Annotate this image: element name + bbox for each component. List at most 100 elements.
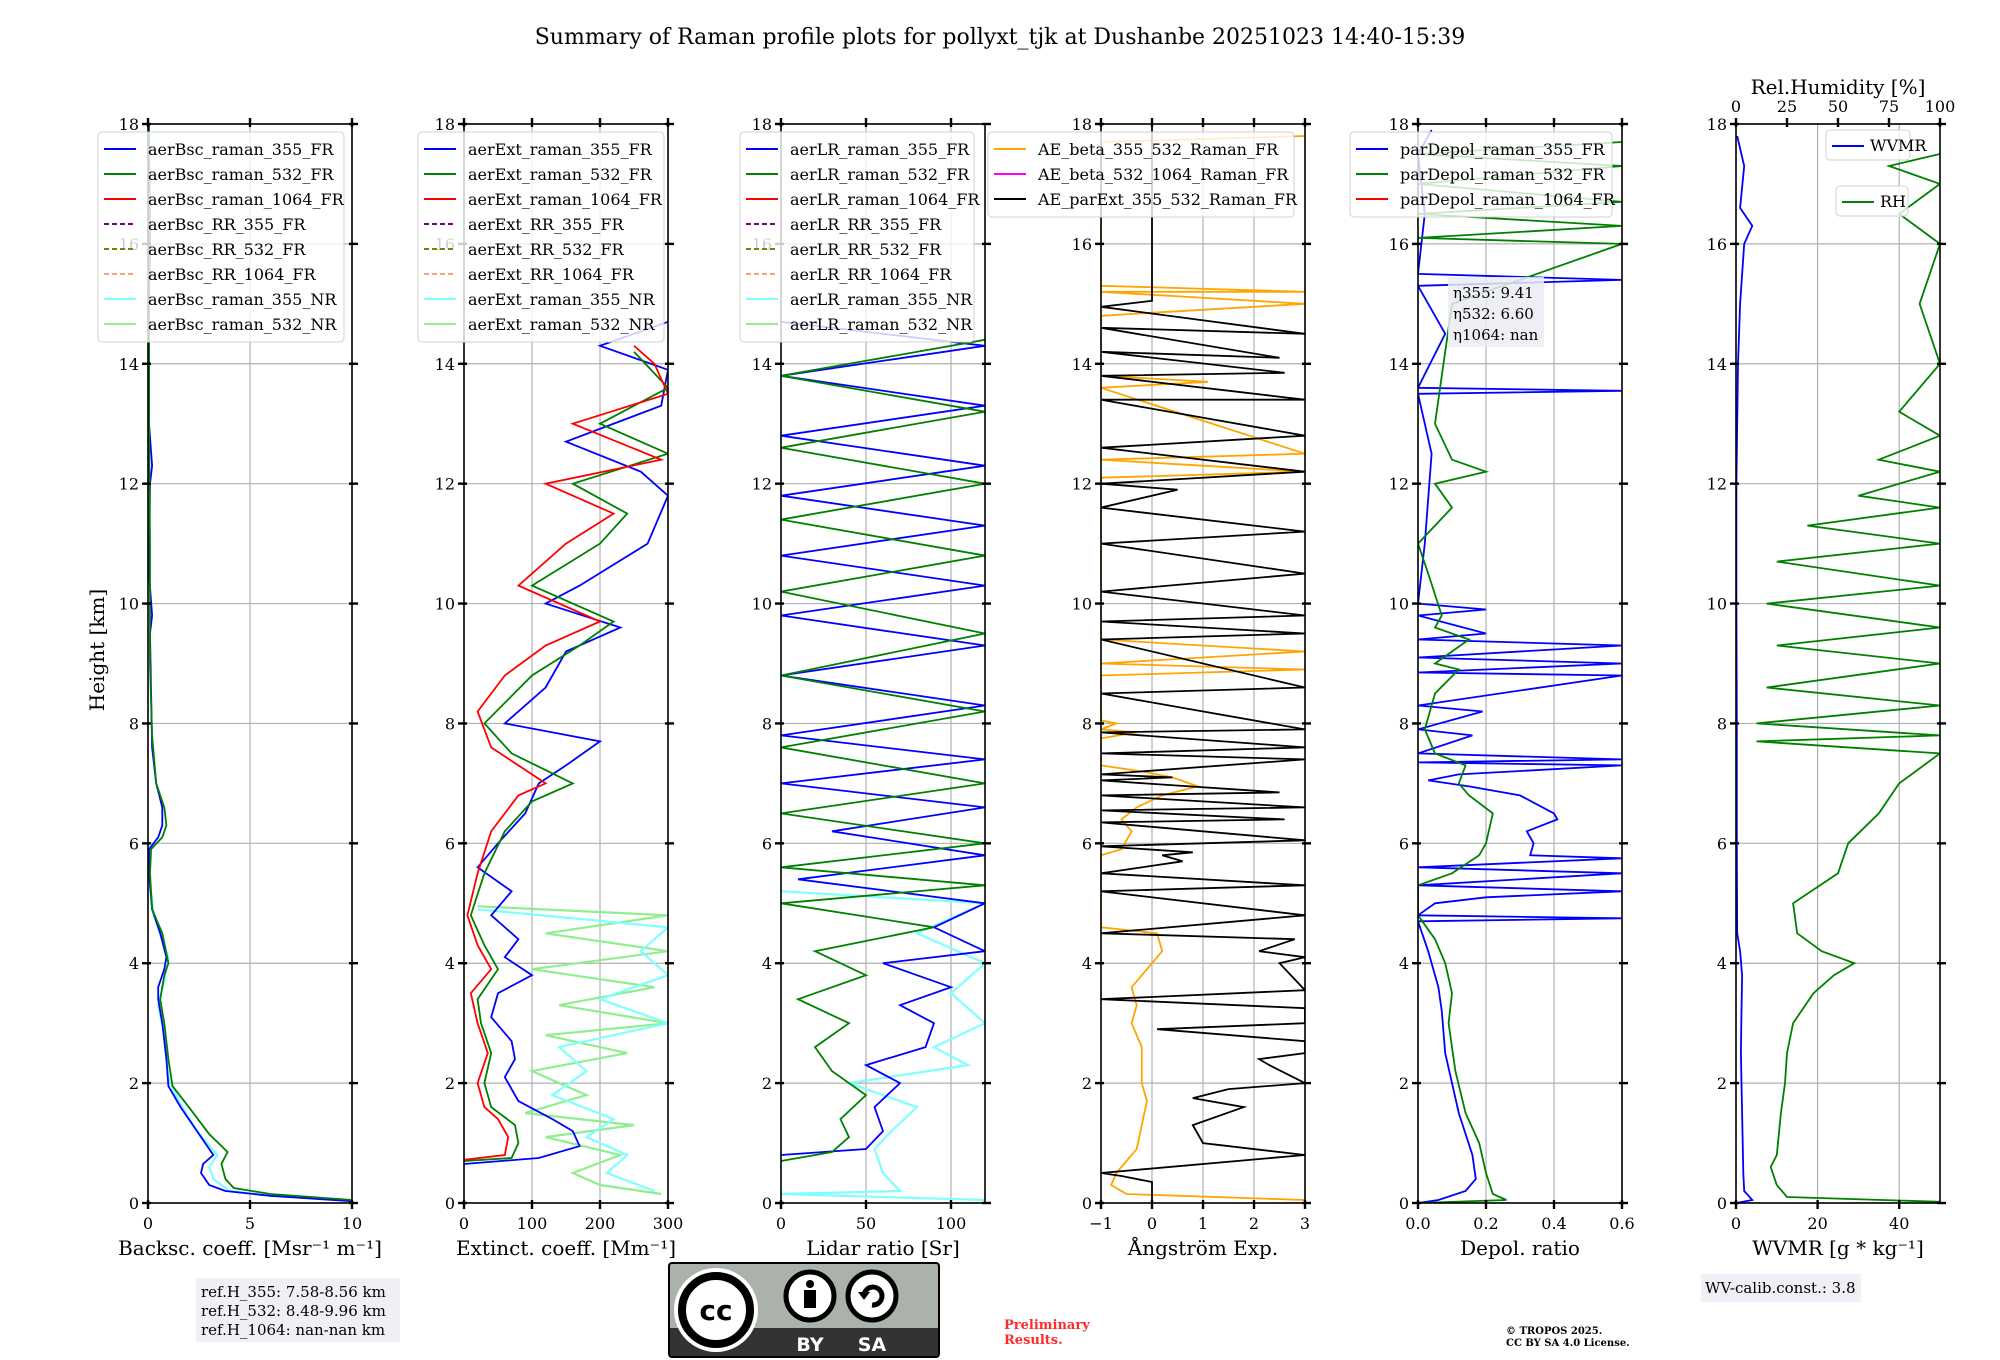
- y-tick-label: 8: [1717, 714, 1727, 733]
- series-AE_parExt_355_532_Raman_FR: [1101, 124, 1305, 1203]
- legend-label: aerLR_RR_532_FR: [790, 240, 942, 259]
- y-tick-label: 0: [445, 1194, 455, 1213]
- y-tick-label: 0: [1399, 1194, 1409, 1213]
- x-axis-label: Extinct. coeff. [Mm⁻¹]: [456, 1236, 676, 1260]
- y-tick-label: 12: [1707, 475, 1727, 494]
- legend-label: AE_parExt_355_532_Raman_FR: [1037, 190, 1298, 209]
- legend-label: WVMR: [1870, 136, 1927, 155]
- cc-license-badge: cc BY SA: [668, 1262, 940, 1358]
- top-x-tick-label: 50: [1828, 97, 1848, 116]
- x-tick-label: 10: [342, 1214, 362, 1233]
- ref-heights-box: ref.H_355: 7.58-8.56 km ref.H_532: 8.48-…: [196, 1278, 400, 1342]
- eta-value: η532: 6.60: [1453, 305, 1534, 323]
- series-aerLR_raman_355_NR: [781, 890, 985, 1202]
- y-tick-label: 0: [1717, 1194, 1727, 1213]
- series-aerLR_raman_355_FR: [781, 320, 985, 1156]
- y-tick-label: 12: [752, 475, 772, 494]
- axes-frame: [1735, 123, 1941, 1204]
- y-tick-label: 6: [762, 834, 772, 853]
- x-tick-label: 1: [1198, 1214, 1208, 1233]
- legend-label: aerExt_raman_532_NR: [468, 315, 656, 334]
- series-parDepol_raman_532_FR: [1418, 141, 1622, 1203]
- y-tick-label: 6: [445, 834, 455, 853]
- legend-box: [987, 131, 1295, 218]
- legend-box: [739, 131, 975, 343]
- y-tick-label: 16: [1389, 235, 1409, 254]
- series-aerExt_raman_532_NR: [477, 905, 668, 1196]
- legend-box: [1349, 131, 1613, 218]
- legend-label: aerBsc_RR_355_FR: [148, 215, 306, 234]
- y-tick-label: 2: [445, 1074, 455, 1093]
- y-tick-label: 18: [435, 115, 455, 134]
- legend-label: parDepol_raman_355_FR: [1400, 140, 1606, 159]
- legend-label: AE_beta_355_532_Raman_FR: [1037, 140, 1279, 159]
- y-tick-label: 16: [1707, 235, 1727, 254]
- y-tick-label: 14: [119, 355, 139, 374]
- legend-label: aerBsc_RR_1064_FR: [148, 265, 317, 284]
- x-tick-label: 100: [517, 1214, 548, 1233]
- legend-label: aerExt_RR_355_FR: [468, 215, 625, 234]
- legend-wvmr: WVMR: [1825, 129, 1927, 161]
- y-tick-label: 14: [1389, 355, 1409, 374]
- panel-ext: 0246810121416180100200300Extinct. coeff.…: [417, 115, 683, 1260]
- badge-by-label: BY: [796, 1334, 823, 1356]
- legend-label: aerLR_raman_1064_FR: [790, 190, 980, 209]
- legend-label: aerBsc_raman_532_FR: [148, 165, 334, 184]
- legend-label: aerBsc_RR_532_FR: [148, 240, 306, 259]
- legend-label: parDepol_raman_1064_FR: [1400, 190, 1616, 209]
- copyright-line-1: © TROPOS 2025.: [1506, 1326, 1603, 1337]
- series-aerExt_raman_1064_FR: [464, 345, 668, 1161]
- x-tick-label: 5: [245, 1214, 255, 1233]
- axes-frame: [463, 123, 669, 1204]
- ref-height-1064: ref.H_1064: nan-nan km: [201, 1321, 385, 1339]
- series-parDepol_raman_355_FR: [1418, 129, 1622, 1203]
- y-tick-label: 4: [1717, 954, 1727, 973]
- y-tick-label: 12: [1072, 475, 1092, 494]
- copyright-line-2: CC BY SA 4.0 License.: [1506, 1338, 1630, 1349]
- x-tick-label: 40: [1889, 1214, 1909, 1233]
- legend-rh: RH: [1835, 185, 1909, 217]
- x-tick-label: 50: [856, 1214, 876, 1233]
- y-tick-label: 6: [1082, 834, 1092, 853]
- y-tick-label: 4: [445, 954, 455, 973]
- copyright-notice: © TROPOS 2025. CC BY SA 4.0 License.: [1506, 1326, 1630, 1350]
- x-tick-label: 0.2: [1473, 1214, 1498, 1233]
- figure-title: Summary of Raman profile plots for polly…: [535, 25, 1466, 50]
- legend-label: aerBsc_raman_1064_FR: [148, 190, 345, 209]
- ref-height-532: ref.H_532: 8.48-9.96 km: [201, 1302, 386, 1320]
- y-tick-label: 6: [1717, 834, 1727, 853]
- x-axis-label: Ångström Exp.: [1127, 1235, 1278, 1260]
- x-tick-label: 0.6: [1609, 1214, 1634, 1233]
- x-tick-label: 0: [1147, 1214, 1157, 1233]
- top-axis-label: Rel.Humidity [%]: [1751, 75, 1926, 99]
- y-tick-label: 2: [1399, 1074, 1409, 1093]
- axes-frame: [780, 123, 986, 1204]
- y-tick-label: 4: [762, 954, 772, 973]
- preliminary-line-1: Preliminary: [1004, 1318, 1090, 1333]
- legend-box: [417, 131, 665, 343]
- series-aerLR_raman_532_FR: [781, 338, 985, 1162]
- series-AE_beta_355_532_Raman_FR: [1101, 135, 1305, 1201]
- y-tick-label: 2: [1717, 1074, 1727, 1093]
- x-tick-label: 20: [1807, 1214, 1827, 1233]
- cc-icon: [678, 1272, 754, 1348]
- y-tick-label: 18: [1707, 115, 1727, 134]
- y-tick-label: 8: [129, 714, 139, 733]
- legend-label: aerLR_raman_355_FR: [790, 140, 970, 159]
- legend-box: [97, 131, 345, 343]
- x-axis-label: Depol. ratio: [1460, 1236, 1580, 1260]
- y-tick-label: 8: [762, 714, 772, 733]
- legend-ext: aerExt_raman_355_FR aerExt_raman_532_FRae…: [417, 131, 665, 343]
- eta-value: η1064: nan: [1453, 326, 1539, 344]
- x-tick-label: 0.0: [1405, 1214, 1430, 1233]
- y-tick-label: 14: [435, 355, 455, 374]
- legend-ae: AE_beta_355_532_Raman_FR AE_beta_532_1064…: [987, 131, 1298, 218]
- y-tick-label: 12: [435, 475, 455, 494]
- x-tick-label: 200: [585, 1214, 616, 1233]
- x-tick-label: 0: [1731, 1214, 1741, 1233]
- y-tick-label: 18: [1072, 115, 1092, 134]
- x-axis-label: Backsc. coeff. [Msr⁻¹ m⁻¹]: [118, 1236, 382, 1260]
- legend-label: aerBsc_raman_355_NR: [148, 290, 337, 309]
- y-tick-label: 0: [762, 1194, 772, 1213]
- y-tick-label: 6: [129, 834, 139, 853]
